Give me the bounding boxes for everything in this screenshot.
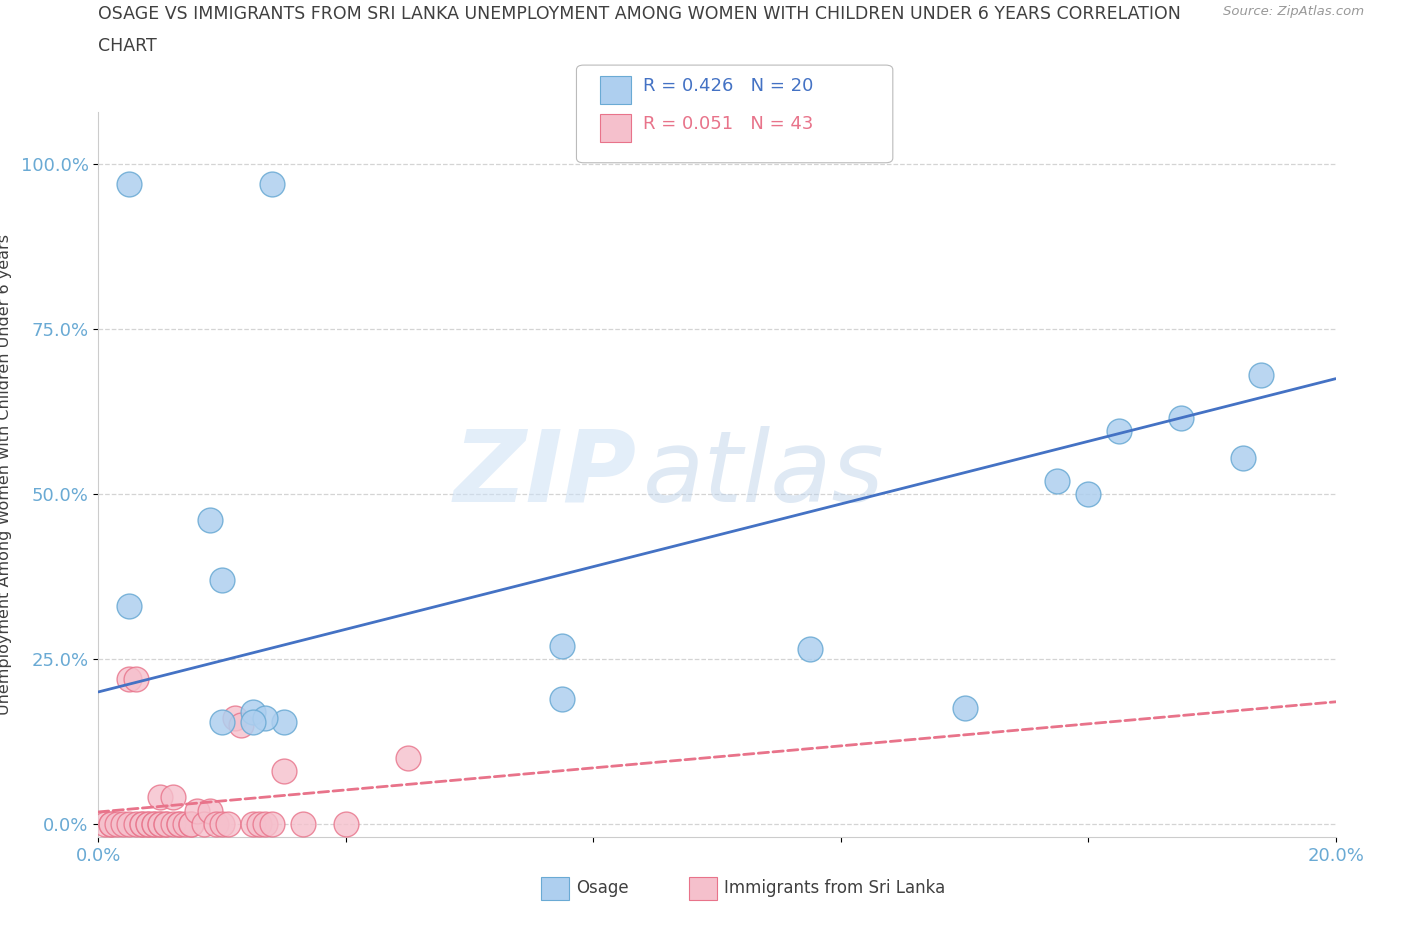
Text: CHART: CHART bbox=[98, 37, 157, 55]
Point bbox=[193, 817, 215, 831]
Point bbox=[155, 817, 177, 831]
Point bbox=[205, 817, 228, 831]
Point bbox=[1077, 486, 1099, 501]
Point bbox=[953, 701, 976, 716]
Point bbox=[217, 817, 239, 831]
Point bbox=[162, 790, 184, 804]
Point bbox=[260, 817, 283, 831]
Text: Source: ZipAtlas.com: Source: ZipAtlas.com bbox=[1223, 5, 1364, 18]
Point bbox=[118, 817, 141, 831]
Point bbox=[1232, 450, 1254, 465]
Point bbox=[162, 817, 184, 831]
Point bbox=[105, 817, 128, 831]
Point bbox=[224, 711, 246, 725]
Point bbox=[180, 817, 202, 831]
Point bbox=[124, 817, 146, 831]
Point bbox=[198, 513, 221, 528]
Text: ZIP: ZIP bbox=[454, 426, 637, 523]
Point bbox=[211, 817, 233, 831]
Point bbox=[211, 572, 233, 587]
Point bbox=[149, 790, 172, 804]
Text: Immigrants from Sri Lanka: Immigrants from Sri Lanka bbox=[724, 879, 945, 897]
Point bbox=[112, 817, 135, 831]
Point bbox=[100, 817, 122, 831]
Point bbox=[799, 642, 821, 657]
Point bbox=[211, 714, 233, 729]
Text: R = 0.051   N = 43: R = 0.051 N = 43 bbox=[643, 114, 813, 133]
Point bbox=[198, 804, 221, 818]
Point bbox=[551, 691, 574, 706]
Point bbox=[273, 764, 295, 778]
Point bbox=[1108, 424, 1130, 439]
Point bbox=[260, 177, 283, 192]
Point bbox=[149, 817, 172, 831]
Point bbox=[396, 751, 419, 765]
Point bbox=[1046, 473, 1069, 488]
Point bbox=[143, 817, 166, 831]
Point bbox=[155, 817, 177, 831]
Point bbox=[551, 638, 574, 653]
Point bbox=[143, 817, 166, 831]
Point bbox=[273, 714, 295, 729]
Point bbox=[1170, 411, 1192, 426]
Point bbox=[180, 817, 202, 831]
Point bbox=[118, 671, 141, 686]
Text: OSAGE VS IMMIGRANTS FROM SRI LANKA UNEMPLOYMENT AMONG WOMEN WITH CHILDREN UNDER : OSAGE VS IMMIGRANTS FROM SRI LANKA UNEMP… bbox=[98, 5, 1181, 22]
Point bbox=[118, 599, 141, 614]
Point bbox=[254, 817, 277, 831]
Point bbox=[229, 717, 252, 732]
Point bbox=[254, 711, 277, 725]
Point bbox=[131, 817, 153, 831]
Point bbox=[335, 817, 357, 831]
Point bbox=[131, 817, 153, 831]
Point bbox=[242, 704, 264, 719]
Point bbox=[167, 817, 190, 831]
Point bbox=[242, 817, 264, 831]
Text: Osage: Osage bbox=[576, 879, 628, 897]
Point bbox=[136, 817, 159, 831]
Point bbox=[1250, 368, 1272, 383]
Point bbox=[100, 817, 122, 831]
Point bbox=[118, 177, 141, 192]
Point bbox=[149, 817, 172, 831]
Point bbox=[124, 671, 146, 686]
Point bbox=[242, 714, 264, 729]
Point bbox=[247, 817, 270, 831]
Point bbox=[291, 817, 314, 831]
Point bbox=[93, 817, 115, 831]
Point bbox=[174, 817, 197, 831]
Text: R = 0.426   N = 20: R = 0.426 N = 20 bbox=[643, 76, 813, 95]
Text: atlas: atlas bbox=[643, 426, 884, 523]
Y-axis label: Unemployment Among Women with Children Under 6 years: Unemployment Among Women with Children U… bbox=[0, 233, 13, 715]
Point bbox=[186, 804, 208, 818]
Point bbox=[136, 817, 159, 831]
Point bbox=[167, 817, 190, 831]
